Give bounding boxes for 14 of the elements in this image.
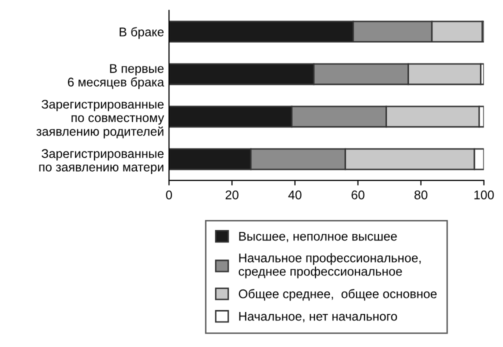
y-tick-label: Зарегистрированные по совместному заявлению родителей	[36, 100, 164, 138]
x-tick-label: 40	[288, 190, 302, 200]
legend-label: Общее среднее, общее основное	[238, 288, 437, 301]
y-tick-label: В первые 6 месяцев брака	[68, 64, 164, 90]
x-tick-label: 60	[352, 190, 364, 200]
x-tick-label: 80	[414, 190, 428, 200]
x-tick-label: 0	[166, 190, 172, 200]
legend-label: Начальное, нет начального	[239, 312, 397, 322]
y-tick-label: Зарегистрированные по заявлению матери	[39, 149, 164, 174]
y-tick-label: В браке	[120, 27, 164, 39]
legend-label: Начальное профессиональное, среднее профессиональное	[238, 253, 421, 278]
x-tick-label: 100	[474, 190, 494, 200]
legend-label: Высшее, неполное высшее	[239, 232, 397, 242]
x-tick-label: 20	[226, 190, 238, 200]
